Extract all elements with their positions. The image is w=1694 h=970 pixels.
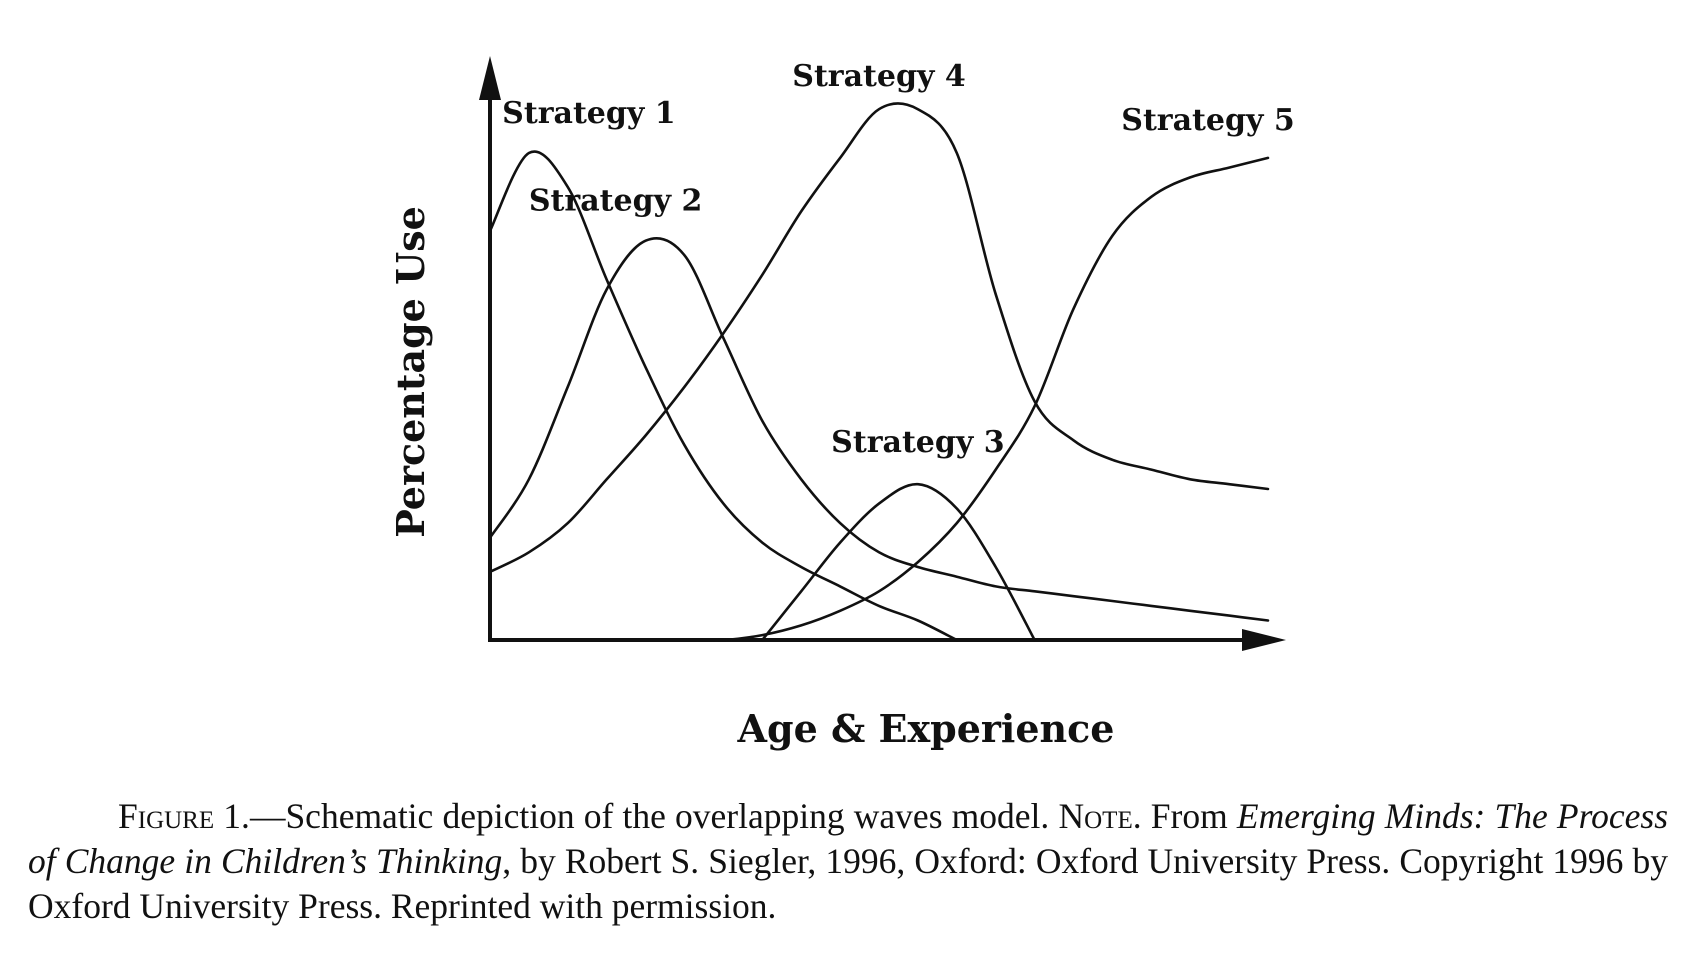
series-label-strategy-2: Strategy 2 (529, 184, 702, 219)
series-label-strategy-3: Strategy 3 (831, 425, 1004, 460)
series-label-strategy-1: Strategy 1 (502, 96, 675, 131)
figure-caption: Figure 1.—Schematic depiction of the ove… (28, 794, 1668, 929)
caption-text-3: , by Robert S. Siegler, 1996, Oxford: Ox… (28, 841, 1669, 926)
series-label-strategy-5: Strategy 5 (1121, 103, 1294, 138)
caption-text-2: . From (1132, 796, 1237, 836)
series-curve-strategy-2 (488, 236, 1270, 622)
note-label: Note (1058, 796, 1133, 836)
series-curve-strategy-4 (488, 102, 1270, 574)
series-curves (488, 102, 1270, 642)
chart-axes (479, 56, 1286, 651)
figure-label: Figure 1. (118, 796, 250, 836)
caption-text-1: Schematic depiction of the overlapping w… (285, 796, 1059, 836)
series-label-strategy-4: Strategy 4 (792, 59, 965, 94)
book-title: Emerging Minds: The Process of Change in… (28, 796, 1669, 881)
caption-dash: — (249, 796, 286, 836)
series-curve-strategy-5 (488, 156, 1270, 642)
series-curve-strategy-1 (488, 150, 959, 642)
x-axis-arrowhead (1242, 629, 1286, 651)
y-axis-arrowhead (479, 56, 501, 100)
series-curve-strategy-3 (761, 482, 1036, 642)
overlapping-waves-chart: Strategy 1 Strategy 2 Strategy 3 Strategy 4… (388, 56, 1295, 751)
y-axis-label: Percentage Use (388, 206, 433, 538)
series-labels: Strategy 1 Strategy 2 Strategy 3 Strategy 4… (502, 59, 1295, 460)
x-axis-label: Age & Experience (737, 706, 1115, 751)
